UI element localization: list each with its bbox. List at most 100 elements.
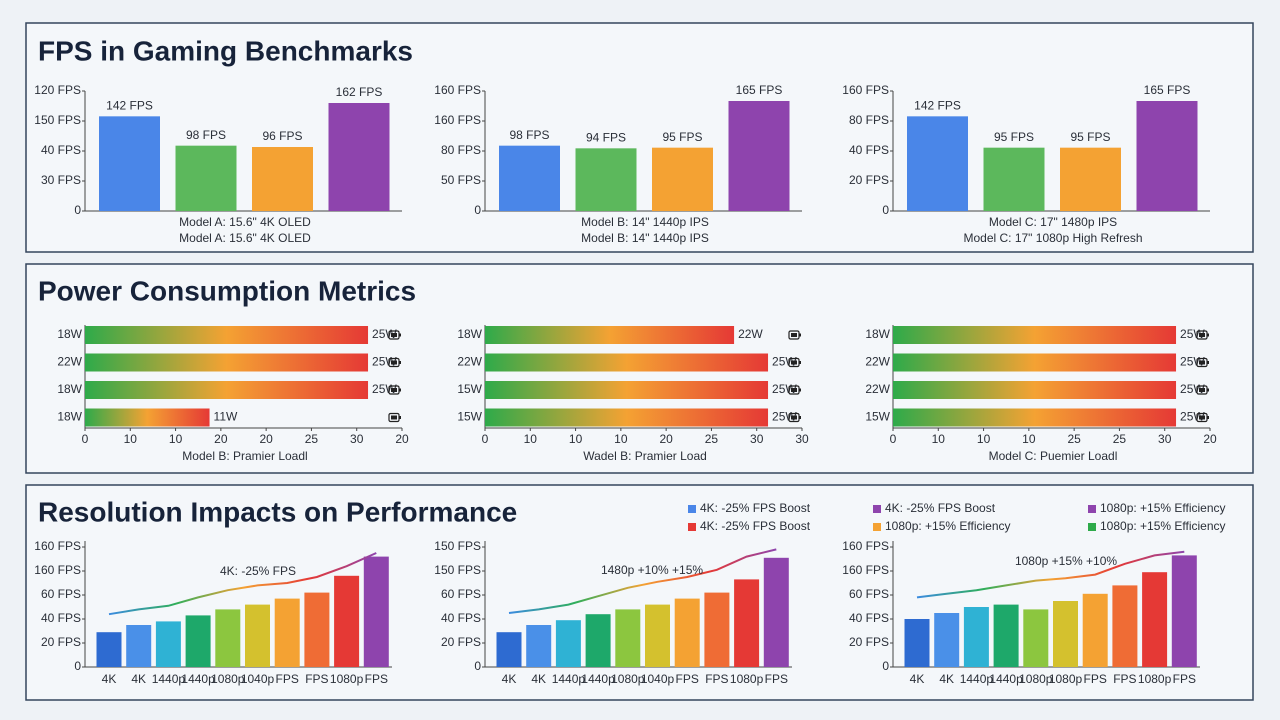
y-tick-label: 150 FPS [434, 563, 481, 577]
data-label: 95 FPS [994, 130, 1034, 144]
battery-icon [1199, 388, 1205, 392]
bar [175, 145, 237, 211]
bar [893, 326, 1177, 344]
x-tick-label: 4K [939, 672, 954, 686]
battery-icon [391, 360, 397, 365]
bar [1053, 601, 1078, 667]
y-tick-label: 60 FPS [41, 587, 81, 601]
caption: Model B: 14" 1440p IPS [581, 215, 709, 229]
y-tick-label: 18W [57, 382, 82, 396]
x-tick-label: FPS [1173, 672, 1196, 686]
y-tick-label: 150 FPS [34, 113, 81, 127]
legend-swatch [1088, 505, 1096, 513]
bar [1060, 147, 1121, 211]
bar [893, 408, 1177, 427]
caption: Model B: Pramier Loadl [182, 449, 307, 463]
y-tick-label: 160 FPS [842, 83, 889, 97]
x-tick-label: 1440p [989, 672, 1023, 686]
y-tick-label: 22W [865, 355, 890, 369]
x-tick-label: 25 [1067, 432, 1081, 446]
bar [363, 556, 389, 667]
battery-icon [799, 416, 801, 419]
bar [575, 148, 637, 211]
x-tick-label: 1440p [152, 672, 186, 686]
bar [85, 353, 369, 372]
bar [615, 609, 641, 667]
bar [1082, 593, 1108, 667]
bar [934, 613, 960, 667]
x-tick-label: 1080p [211, 672, 245, 686]
battery-icon [791, 388, 797, 392]
x-tick-label: FPS [1084, 672, 1107, 686]
y-tick-label: 0 [882, 203, 889, 217]
caption: Model C: 17" 1080p High Refresh [963, 231, 1142, 245]
bar [585, 614, 611, 667]
x-tick-label: 10 [977, 432, 991, 446]
x-tick-label: FPS [305, 672, 328, 686]
legend-label: 4K: -25% FPS Boost [885, 501, 996, 515]
y-tick-label: 40 FPS [849, 143, 889, 157]
y-tick-label: 60 FPS [441, 587, 481, 601]
x-tick-label: 4K [531, 672, 546, 686]
caption: Model A: 15.6" 4K OLED [179, 231, 311, 245]
x-tick-label: 1440p [181, 672, 215, 686]
battery-icon [388, 330, 400, 340]
battery-icon [399, 388, 401, 392]
bar [734, 579, 760, 667]
section-title: FPS in Gaming Benchmarks [38, 35, 413, 66]
bar [485, 381, 769, 399]
battery-icon [1207, 333, 1209, 337]
y-tick-label: 15W [457, 382, 482, 396]
y-tick-label: 80 FPS [849, 113, 889, 127]
bar [96, 632, 122, 667]
battery-icon [1199, 360, 1205, 365]
y-tick-label: 0 [882, 659, 889, 673]
x-tick-label: FPS [1113, 672, 1136, 686]
x-tick-label: 4K [910, 672, 925, 686]
x-tick-label: 10 [932, 432, 946, 446]
x-tick-label: 4K [102, 672, 117, 686]
x-tick-label: FPS [765, 672, 788, 686]
data-label: 96 FPS [262, 129, 302, 143]
x-tick-label: 10 [124, 432, 138, 446]
y-tick-label: 20 FPS [849, 173, 889, 187]
y-tick-label: 0 [474, 659, 481, 673]
battery-icon [391, 415, 397, 420]
bar [485, 408, 769, 427]
y-tick-label: 15W [865, 410, 890, 424]
battery-icon [799, 361, 801, 364]
battery-icon [1207, 416, 1209, 419]
battery-icon [791, 415, 797, 420]
y-tick-label: 0 [74, 203, 81, 217]
y-tick-label: 120 FPS [34, 83, 81, 97]
x-tick-label: 1080p [730, 672, 764, 686]
bar [245, 604, 270, 667]
battery-icon [791, 360, 797, 365]
bar [674, 598, 700, 667]
battery-icon [788, 412, 800, 423]
bar [907, 116, 968, 211]
y-tick-label: 160 FPS [434, 113, 481, 127]
x-tick-label: 10 [614, 432, 628, 446]
legend-label: 4K: -25% FPS Boost [700, 519, 811, 533]
data-label: 142 FPS [914, 99, 961, 113]
bar [983, 147, 1045, 211]
y-tick-label: 80 FPS [441, 143, 481, 157]
bar [1142, 572, 1168, 667]
y-tick-label: 22W [865, 382, 890, 396]
caption: Model A: 15.6" 4K OLED [179, 215, 311, 229]
annotation: 1080p +15% +10% [1015, 554, 1117, 568]
x-tick-label: 20 [395, 432, 409, 446]
x-tick-label: 0 [82, 432, 89, 446]
data-label: 98 FPS [186, 128, 226, 142]
battery-icon [391, 333, 397, 337]
y-tick-label: 160 FPS [434, 83, 481, 97]
battery-icon [1196, 412, 1208, 423]
bar [274, 598, 300, 667]
caption: Model B: 14" 1440p IPS [581, 231, 709, 245]
battery-icon [788, 357, 800, 368]
y-tick-label: 50 FPS [441, 173, 481, 187]
legend-swatch [688, 505, 696, 513]
bar [85, 326, 369, 344]
line [508, 548, 777, 614]
